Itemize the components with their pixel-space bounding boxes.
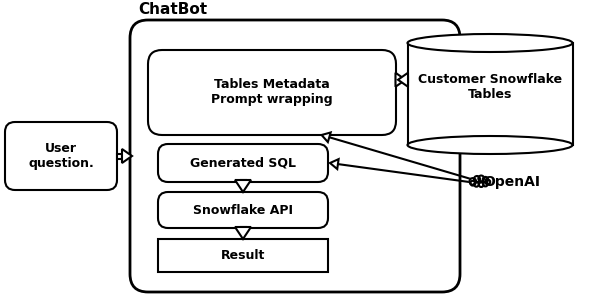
Bar: [158, 239, 328, 272]
FancyBboxPatch shape: [130, 20, 460, 292]
Bar: [241, 227, 245, 228]
Circle shape: [478, 176, 484, 181]
Text: Customer Snowflake
Tables: Customer Snowflake Tables: [418, 73, 562, 101]
Circle shape: [470, 178, 476, 185]
Ellipse shape: [407, 136, 572, 154]
Circle shape: [474, 182, 479, 187]
Text: ChatBot: ChatBot: [138, 2, 207, 17]
Bar: [407, 43, 572, 145]
Bar: [408, 42, 572, 44]
Circle shape: [485, 180, 490, 184]
Circle shape: [479, 182, 484, 187]
Text: Tables Metadata
Prompt wrapping: Tables Metadata Prompt wrapping: [211, 79, 333, 106]
Bar: [395, 77, 398, 82]
Circle shape: [483, 182, 488, 186]
Bar: [406, 77, 408, 82]
Polygon shape: [235, 180, 251, 192]
Circle shape: [482, 177, 488, 182]
Text: Snowflake API: Snowflake API: [193, 203, 293, 217]
Circle shape: [474, 176, 480, 182]
Bar: [241, 180, 245, 182]
Circle shape: [470, 181, 475, 186]
Bar: [117, 154, 122, 158]
Polygon shape: [322, 133, 331, 142]
Polygon shape: [122, 149, 132, 163]
Polygon shape: [330, 159, 338, 169]
Polygon shape: [235, 227, 251, 239]
Text: User
question.: User question.: [28, 142, 94, 170]
Polygon shape: [398, 73, 408, 87]
Text: Generated SQL: Generated SQL: [190, 157, 296, 169]
Text: Result: Result: [221, 249, 265, 262]
FancyBboxPatch shape: [5, 122, 117, 190]
FancyBboxPatch shape: [148, 50, 396, 135]
FancyBboxPatch shape: [158, 144, 328, 182]
FancyBboxPatch shape: [158, 192, 328, 228]
Ellipse shape: [407, 34, 572, 52]
Text: OpenAI: OpenAI: [483, 175, 540, 189]
Polygon shape: [395, 73, 406, 87]
